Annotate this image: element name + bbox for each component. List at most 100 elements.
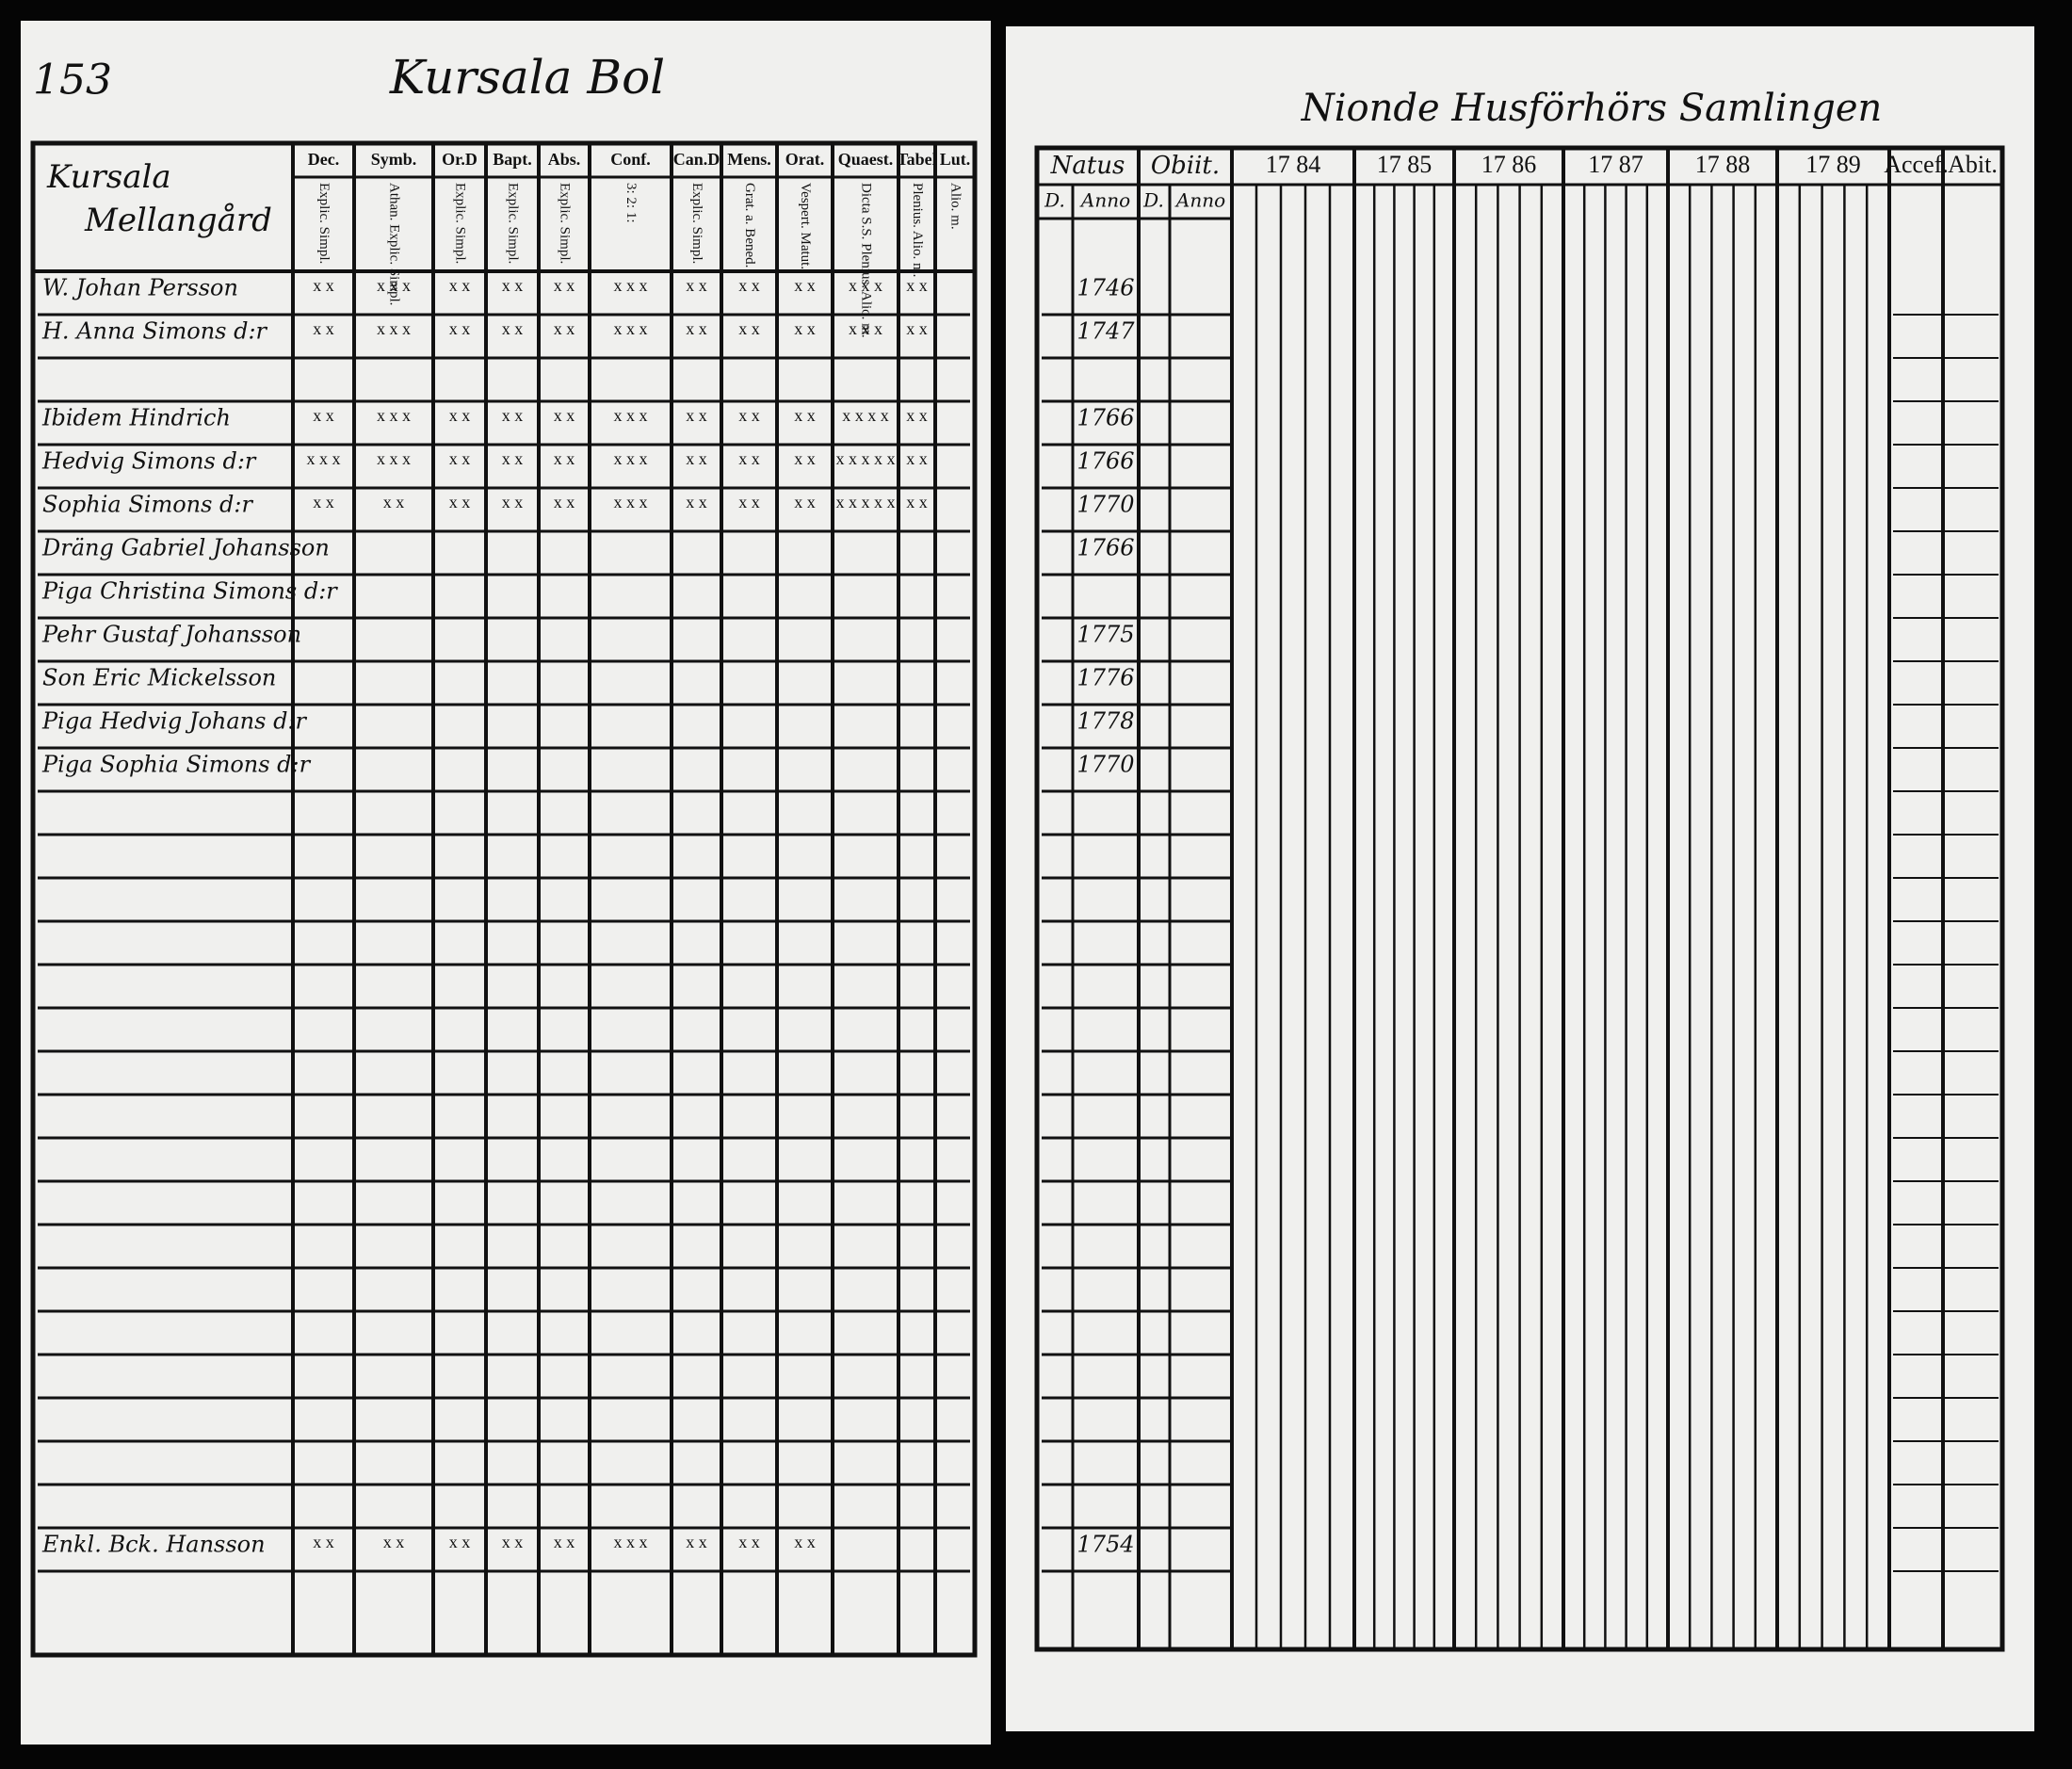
farm-name: Kursala — [46, 158, 171, 196]
mark: x x x — [377, 319, 411, 338]
birth-year: 1775 — [1076, 622, 1134, 648]
birth-year: 1778 — [1076, 708, 1134, 735]
mark: x x — [554, 319, 575, 338]
mark: x x — [686, 1533, 707, 1551]
mark: x x — [313, 1533, 334, 1551]
person-name: Dräng Gabriel Johansson — [41, 535, 330, 561]
mark: x x — [738, 319, 760, 338]
mark: x x — [313, 319, 334, 338]
column-header: Natus — [1050, 152, 1125, 180]
column-header: Symb. — [371, 150, 417, 169]
mark: x x — [502, 276, 524, 295]
column-subheader: Explic. Simpl. — [506, 183, 521, 264]
person-name: Hedvig Simons d:r — [41, 448, 257, 475]
mark: x x x — [614, 319, 648, 338]
page-title: Kursala Bol — [389, 50, 665, 105]
mark: x x — [906, 276, 928, 295]
mark: x x — [686, 276, 707, 295]
mark: x x x — [614, 1533, 648, 1551]
mark: x x — [449, 449, 471, 468]
birth-year: 1770 — [1076, 752, 1134, 778]
mark: x x — [554, 449, 575, 468]
left-page — [21, 21, 991, 1745]
column-header: 17 89 — [1805, 151, 1861, 178]
mark: x x — [906, 493, 928, 511]
mark: x x — [449, 493, 471, 511]
mark: x x — [794, 493, 816, 511]
mark: x x — [554, 406, 575, 425]
mark: x x — [738, 449, 760, 468]
mark: x x — [383, 493, 405, 511]
mark: x x — [794, 406, 816, 425]
mark: x x — [449, 1533, 471, 1551]
column-header: 17 87 — [1588, 151, 1643, 178]
birth-year: 1747 — [1076, 318, 1135, 345]
mark: x x — [906, 406, 928, 425]
page-title: Nionde Husförhörs Samlingen — [1301, 87, 1883, 130]
column-subheader: Anno — [1079, 189, 1130, 212]
column-header: Orat. — [785, 150, 824, 169]
birth-year: 1754 — [1076, 1532, 1134, 1558]
column-subheader: Plenius. Alio. m. — [910, 183, 925, 277]
column-subheader: Explic. Simpl. — [453, 183, 468, 264]
column-header: Or.D — [442, 150, 478, 169]
birth-year: 1746 — [1076, 275, 1134, 301]
mark: x x — [738, 276, 760, 295]
birth-year: 1776 — [1076, 665, 1134, 691]
mark: x x — [794, 449, 816, 468]
mark: x x — [554, 276, 575, 295]
mark: x x — [449, 276, 471, 295]
mark: x x — [383, 1533, 405, 1551]
person-name: Piga Sophia Simons d:r — [41, 752, 312, 778]
column-subheader: D. — [1142, 189, 1164, 212]
mark: x x — [502, 449, 524, 468]
column-header: Abit. — [1948, 151, 1998, 178]
mark: x x — [738, 1533, 760, 1551]
column-header: Obiit. — [1151, 152, 1220, 180]
mark: x x — [686, 449, 707, 468]
mark: x x x — [849, 319, 882, 338]
mark: x x — [794, 276, 816, 295]
person-name: Pehr Gustaf Johansson — [41, 622, 301, 648]
mark: x x — [554, 1533, 575, 1551]
mark: x x — [502, 1533, 524, 1551]
column-subheader: Alio. m. — [948, 183, 963, 230]
farm-name: Mellangård — [84, 202, 272, 239]
mark: x x — [449, 406, 471, 425]
mark: x x — [313, 276, 334, 295]
column-subheader: Dicta S.S. Plenius. Alio. m. — [859, 183, 874, 338]
mark: x x — [502, 406, 524, 425]
mark: x x — [449, 319, 471, 338]
mark: x x — [738, 406, 760, 425]
table-border — [30, 140, 978, 1658]
column-header: Lut. — [940, 150, 971, 169]
column-header: 17 84 — [1266, 151, 1321, 178]
column-header: 17 88 — [1695, 151, 1751, 178]
column-subheader: Explic. Simpl. — [558, 183, 573, 264]
column-header: 17 85 — [1377, 151, 1433, 178]
mark: x x x x x — [836, 449, 896, 468]
mark: x x x — [307, 449, 341, 468]
mark: x x — [794, 319, 816, 338]
column-header: 17 86 — [1481, 151, 1537, 178]
mark: x x — [313, 406, 334, 425]
column-subheader: Explic. Simpl. — [689, 183, 704, 264]
mark: x x — [794, 1533, 816, 1551]
person-name: Piga Hedvig Johans d:r — [41, 708, 308, 735]
person-name: Piga Christina Simons d:r — [41, 578, 338, 605]
mark: x x — [502, 319, 524, 338]
mark: x x x — [849, 276, 882, 295]
column-subheader: Anno — [1174, 189, 1225, 212]
mark: x x x — [377, 276, 411, 295]
column-subheader: Grat. a. Bened. — [742, 183, 757, 268]
birth-year: 1766 — [1076, 448, 1134, 475]
mark: x x — [738, 493, 760, 511]
mark: x x x — [614, 406, 648, 425]
mark: x x — [906, 449, 928, 468]
column-header: Quaest. — [838, 150, 894, 169]
mark: x x — [686, 493, 707, 511]
column-subheader: D. — [1044, 189, 1065, 212]
birth-year: 1770 — [1076, 492, 1134, 518]
mark: x x x x — [842, 406, 889, 425]
